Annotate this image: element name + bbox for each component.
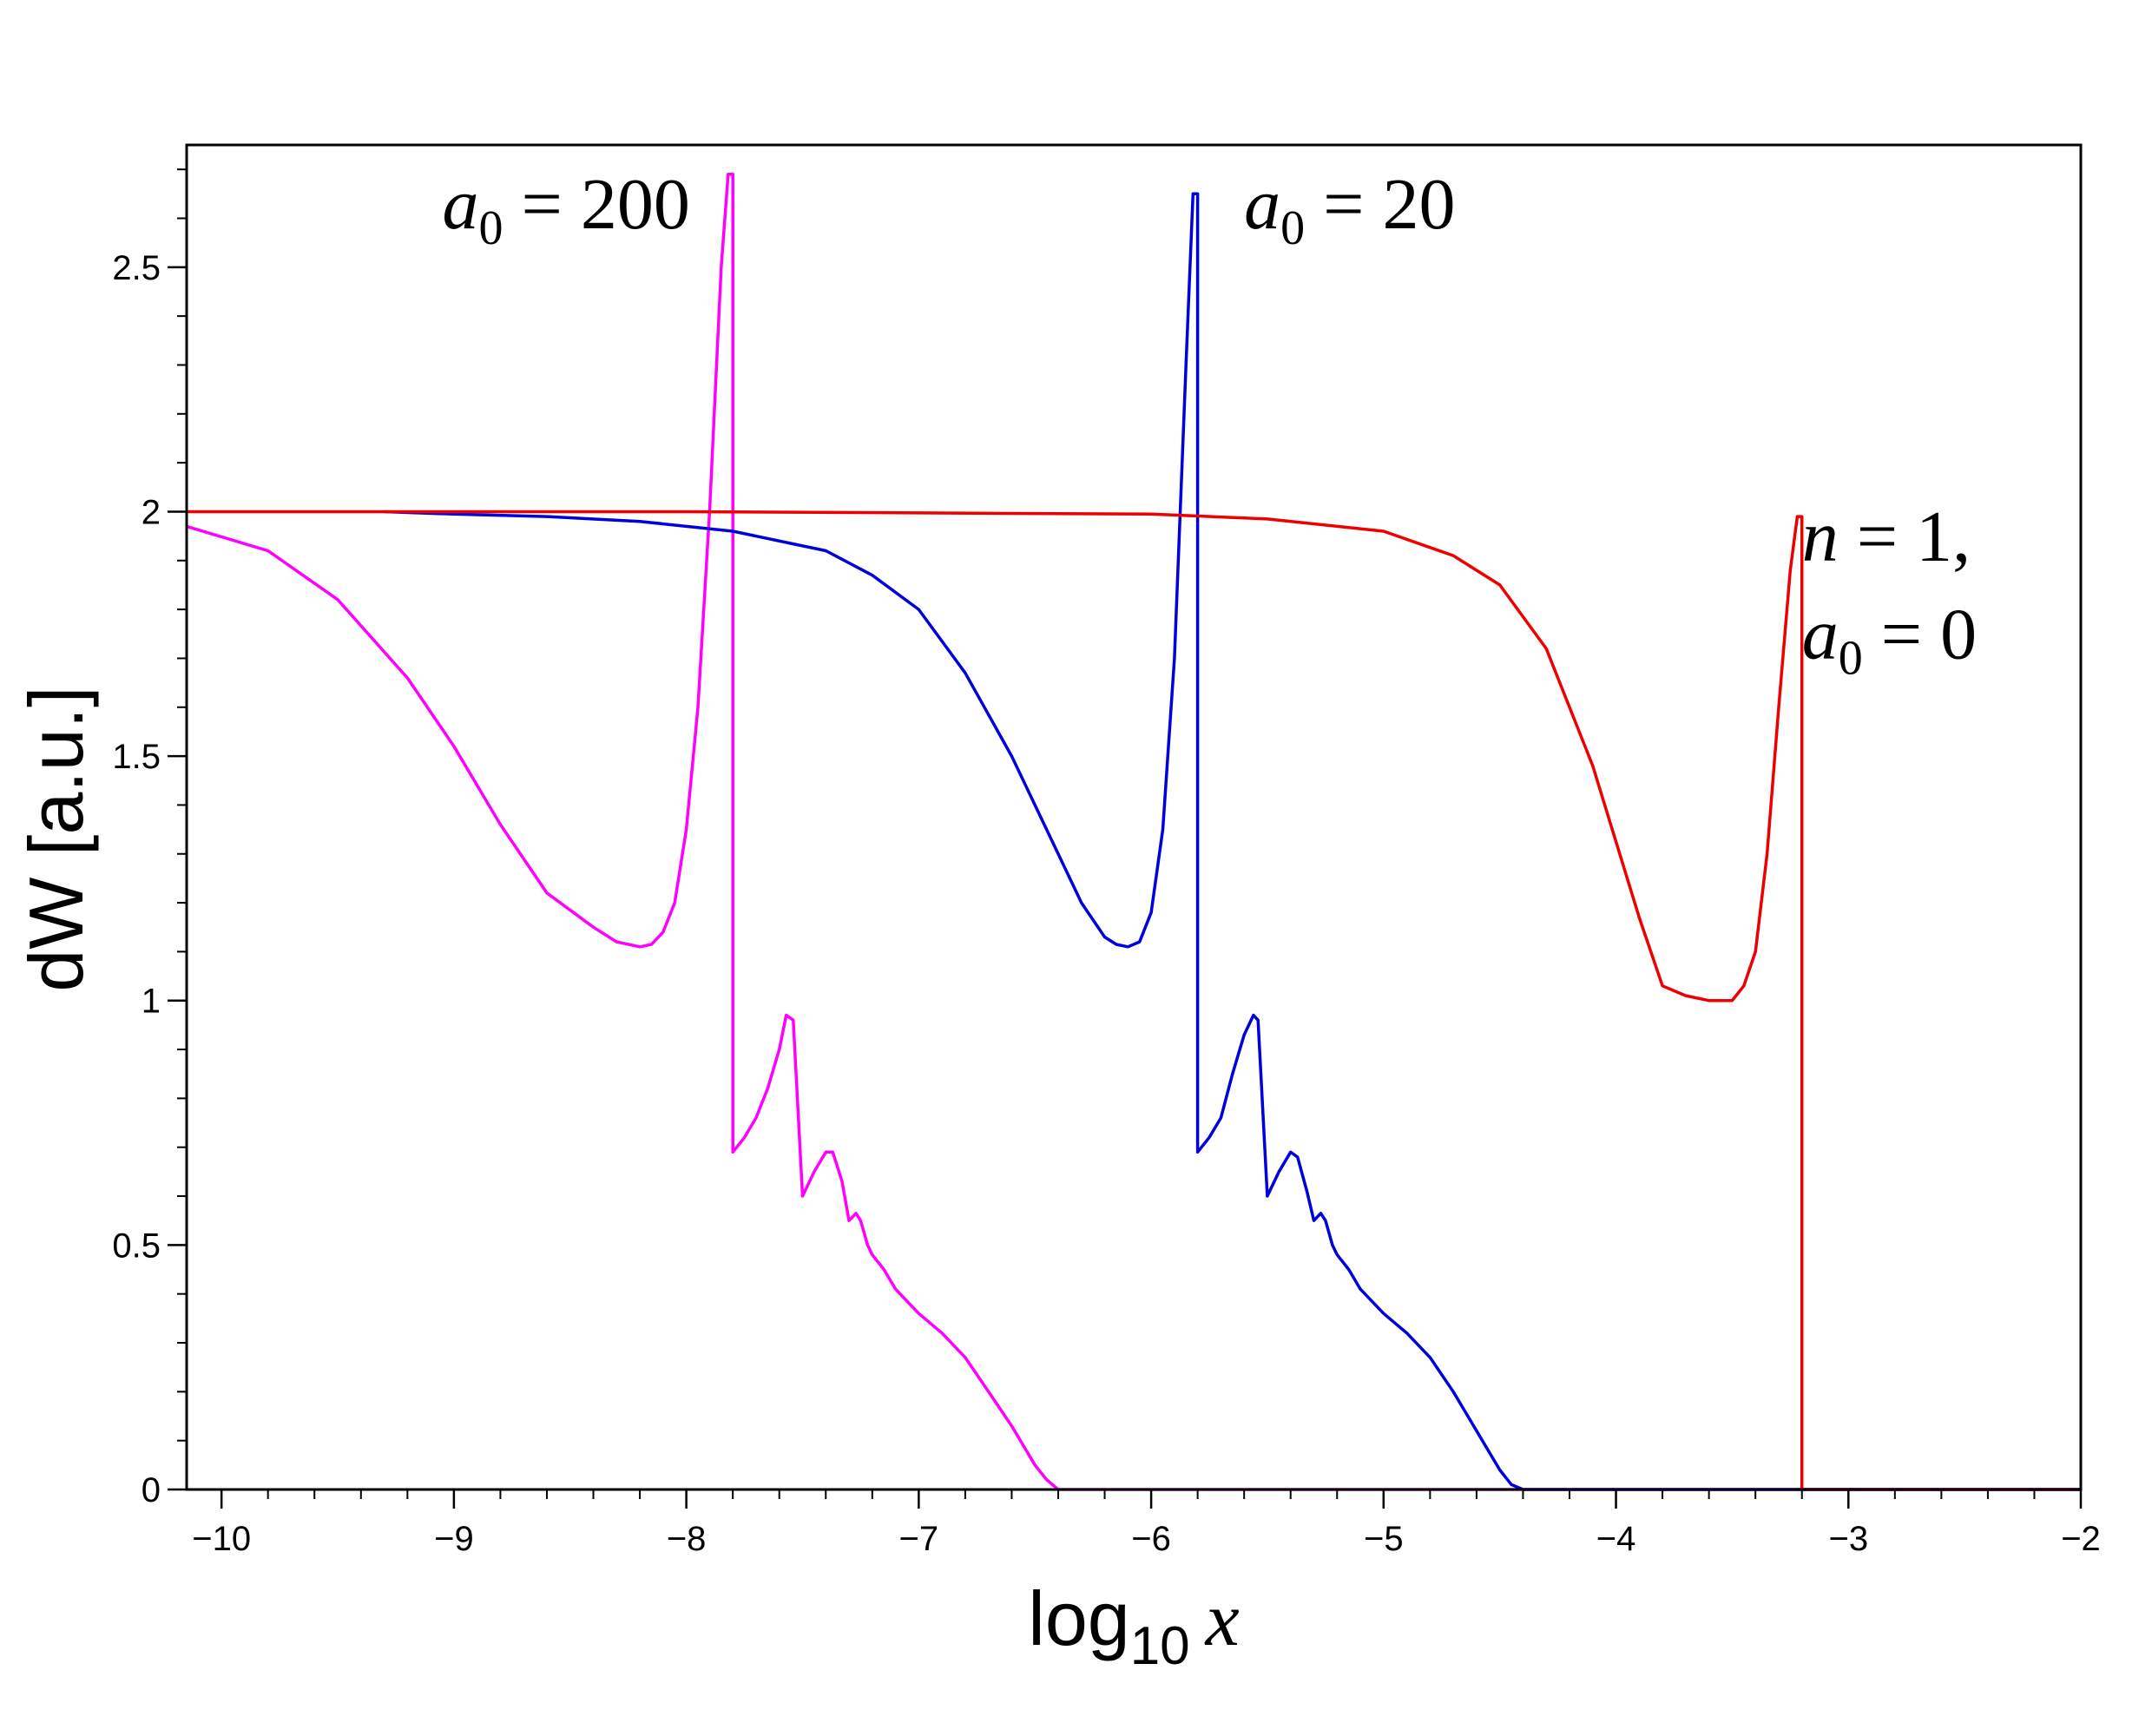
x-tick-label: −9 <box>434 1520 474 1558</box>
y-tick-label: 0.5 <box>112 1226 161 1265</box>
y-tick-label: 1.5 <box>112 738 161 776</box>
ticks-layer <box>168 168 2083 1509</box>
x-tick-label: −7 <box>899 1520 939 1558</box>
frame-layer <box>185 143 2083 1491</box>
series-line-2 <box>384 192 2081 1491</box>
y-tick-label: 2.5 <box>112 249 161 287</box>
x-tick-label: −6 <box>1131 1520 1171 1558</box>
x-tick-label: −8 <box>667 1520 707 1558</box>
annotation-n-1: n = 1, <box>1802 496 1971 577</box>
x-axis-title: log10 x <box>1028 1575 1239 1676</box>
y-axis-title: dW [a.u.] <box>13 686 99 991</box>
x-tick-label: −2 <box>2061 1520 2101 1558</box>
series-line-3 <box>187 510 2081 1491</box>
y-tick-label: 1 <box>141 983 161 1021</box>
y-tick-label: 2 <box>141 493 161 531</box>
y-tick-label: 0 <box>141 1471 161 1509</box>
x-tick-label: −10 <box>192 1520 251 1558</box>
series-layer <box>187 173 2081 1491</box>
annotation-a0-200: a0 = 200 <box>443 164 690 255</box>
plot-frame <box>185 143 2083 1491</box>
annotation-a0-20: a0 = 20 <box>1244 164 1455 255</box>
x-tick-label: −5 <box>1364 1520 1404 1558</box>
annotation-a0-0: a0 = 0 <box>1802 594 1977 685</box>
x-tick-label: −4 <box>1596 1520 1636 1558</box>
series-line-1 <box>187 173 2081 1491</box>
x-tick-label: −3 <box>1828 1520 1868 1558</box>
labels-layer: −10 −9 −8 −7 −6 −5 −4 −3 −2 0 0.5 1 1.5 2 2.5 log10 x dW … <box>13 164 2101 1676</box>
